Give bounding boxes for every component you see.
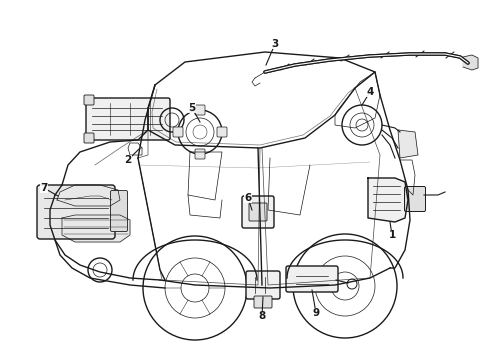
FancyBboxPatch shape bbox=[86, 98, 170, 140]
FancyBboxPatch shape bbox=[253, 296, 271, 308]
FancyBboxPatch shape bbox=[195, 149, 204, 159]
FancyBboxPatch shape bbox=[404, 186, 425, 211]
FancyBboxPatch shape bbox=[242, 196, 273, 228]
Text: 2: 2 bbox=[124, 155, 131, 165]
FancyBboxPatch shape bbox=[37, 185, 115, 239]
FancyBboxPatch shape bbox=[195, 105, 204, 115]
FancyBboxPatch shape bbox=[217, 127, 226, 137]
Text: 7: 7 bbox=[40, 183, 48, 193]
FancyBboxPatch shape bbox=[245, 271, 280, 299]
Polygon shape bbox=[57, 185, 120, 206]
Text: 3: 3 bbox=[271, 39, 278, 49]
FancyBboxPatch shape bbox=[285, 266, 337, 292]
Text: 1: 1 bbox=[387, 230, 395, 240]
Text: 9: 9 bbox=[312, 308, 319, 318]
Text: 6: 6 bbox=[244, 193, 251, 203]
Text: 8: 8 bbox=[258, 311, 265, 321]
Text: 5: 5 bbox=[188, 103, 195, 113]
Text: 4: 4 bbox=[366, 87, 373, 97]
Polygon shape bbox=[367, 178, 407, 222]
Polygon shape bbox=[397, 130, 417, 158]
FancyBboxPatch shape bbox=[84, 133, 94, 143]
Polygon shape bbox=[62, 215, 130, 242]
Polygon shape bbox=[462, 55, 477, 70]
FancyBboxPatch shape bbox=[248, 203, 266, 221]
FancyBboxPatch shape bbox=[173, 127, 183, 137]
FancyBboxPatch shape bbox=[110, 190, 127, 231]
FancyBboxPatch shape bbox=[84, 95, 94, 105]
